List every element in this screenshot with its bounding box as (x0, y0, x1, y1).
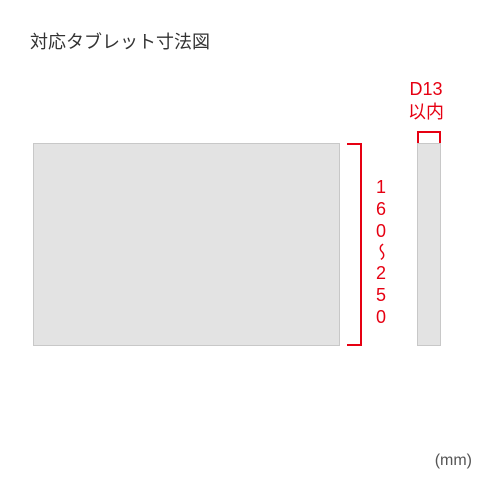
depth-bracket-left-tick (417, 131, 419, 143)
depth-dim-line1: D13 (409, 79, 442, 99)
height-bracket-vline (360, 143, 362, 346)
side-view-rect (417, 143, 441, 346)
front-view-rect (33, 143, 340, 346)
depth-bracket-hline (417, 131, 441, 133)
height-bracket-bottom-tick (347, 344, 362, 346)
depth-bracket-right-tick (439, 131, 441, 143)
height-dim-label: 160〜250 (368, 177, 394, 329)
depth-dim-line2: 以内 (408, 102, 444, 122)
unit-label: (mm) (435, 452, 472, 470)
diagram-title: 対応タブレット寸法図 (30, 28, 210, 54)
depth-dim-label: D13 以内 (408, 78, 444, 125)
height-bracket-top-tick (347, 143, 362, 145)
